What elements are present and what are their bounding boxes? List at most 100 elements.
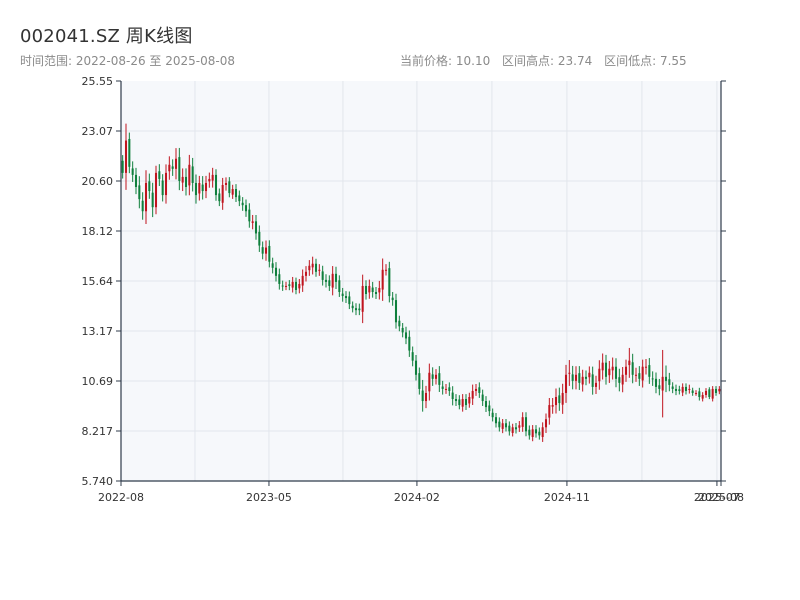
candle [428, 363, 431, 401]
candle [641, 359, 644, 388]
candle-body [314, 263, 318, 272]
candle [678, 385, 681, 395]
candle [441, 380, 444, 395]
candle [198, 175, 201, 201]
candle [414, 355, 418, 381]
candle-body [421, 390, 424, 402]
candle-body [124, 140, 128, 173]
candle-body [271, 263, 274, 268]
candle [184, 168, 188, 196]
candle-body [391, 297, 394, 301]
candle-body [508, 425, 511, 432]
candle [694, 390, 698, 396]
candle-body [661, 376, 664, 391]
candle-body [204, 182, 208, 192]
candle-body [704, 390, 708, 395]
candle-body [211, 174, 214, 181]
candle-body [434, 374, 438, 379]
candle-body [134, 174, 138, 188]
candle-body [568, 372, 571, 374]
candle [598, 360, 601, 390]
candle-body [181, 176, 184, 183]
candle-body [294, 281, 298, 290]
candle-body [561, 392, 564, 405]
candle [124, 123, 128, 190]
candle-body [478, 387, 481, 393]
candle [468, 392, 471, 408]
candle [708, 387, 711, 400]
candle-body [571, 374, 574, 381]
chart-title: 002041.SZ 周K线图 [20, 26, 193, 47]
candle-body [254, 221, 258, 234]
x-tick-label: 2024-02 [394, 491, 440, 504]
candle [421, 379, 424, 412]
candle [624, 359, 628, 382]
candle [491, 408, 494, 422]
candle [174, 148, 178, 180]
candle-body [274, 267, 278, 276]
candle-body [578, 373, 581, 383]
candle-body [344, 296, 348, 299]
candle [304, 266, 308, 282]
candle [268, 240, 271, 268]
candle-body [191, 166, 194, 183]
candle-body [584, 376, 588, 379]
y-tick-label: 20.60 [82, 175, 114, 188]
candle [381, 258, 384, 301]
candle [354, 303, 358, 316]
candle-body [284, 285, 288, 287]
candle-body [588, 372, 591, 378]
candle [568, 360, 571, 386]
candle [714, 386, 718, 396]
candle-body [438, 373, 441, 385]
candle-body [591, 374, 594, 387]
candle-body [708, 389, 711, 398]
candle [128, 132, 131, 174]
candle [458, 395, 461, 410]
candle [394, 293, 398, 329]
candle [534, 425, 538, 438]
candle-body [418, 373, 421, 389]
candle-body [498, 421, 501, 428]
candle [681, 383, 684, 397]
candle-body [601, 362, 604, 371]
candle [141, 192, 144, 220]
candle [294, 277, 298, 295]
candle [561, 383, 564, 414]
candle [391, 292, 394, 306]
candle-body [311, 263, 314, 268]
candle-body [388, 268, 391, 297]
candle [521, 412, 524, 432]
candle [281, 280, 284, 291]
candle-body [288, 284, 291, 286]
candle [494, 412, 498, 428]
candle [481, 389, 484, 406]
candle-body [221, 184, 224, 203]
candle [314, 258, 318, 277]
candle [438, 366, 441, 392]
candle [638, 366, 641, 386]
candle-body [308, 265, 311, 271]
candle-body [691, 390, 694, 393]
candle-body [654, 378, 658, 387]
y-tick-label: 8.217 [82, 425, 114, 438]
candle [654, 372, 658, 394]
candle [551, 398, 554, 414]
candle [404, 326, 408, 345]
candle-body [278, 274, 281, 284]
candle-body [431, 374, 434, 379]
gridlines [121, 81, 721, 481]
candle-body [554, 397, 558, 406]
candle-body [651, 378, 654, 380]
candle-body [444, 388, 448, 390]
candle-body [128, 138, 131, 167]
candle-body [228, 181, 231, 194]
candle-body [268, 245, 271, 262]
candle [524, 412, 528, 437]
candle-body [158, 171, 161, 179]
candle-body [141, 200, 144, 212]
candle-body [184, 176, 188, 188]
candle [261, 241, 264, 260]
candle-body [718, 388, 721, 392]
candle-body [641, 366, 644, 381]
